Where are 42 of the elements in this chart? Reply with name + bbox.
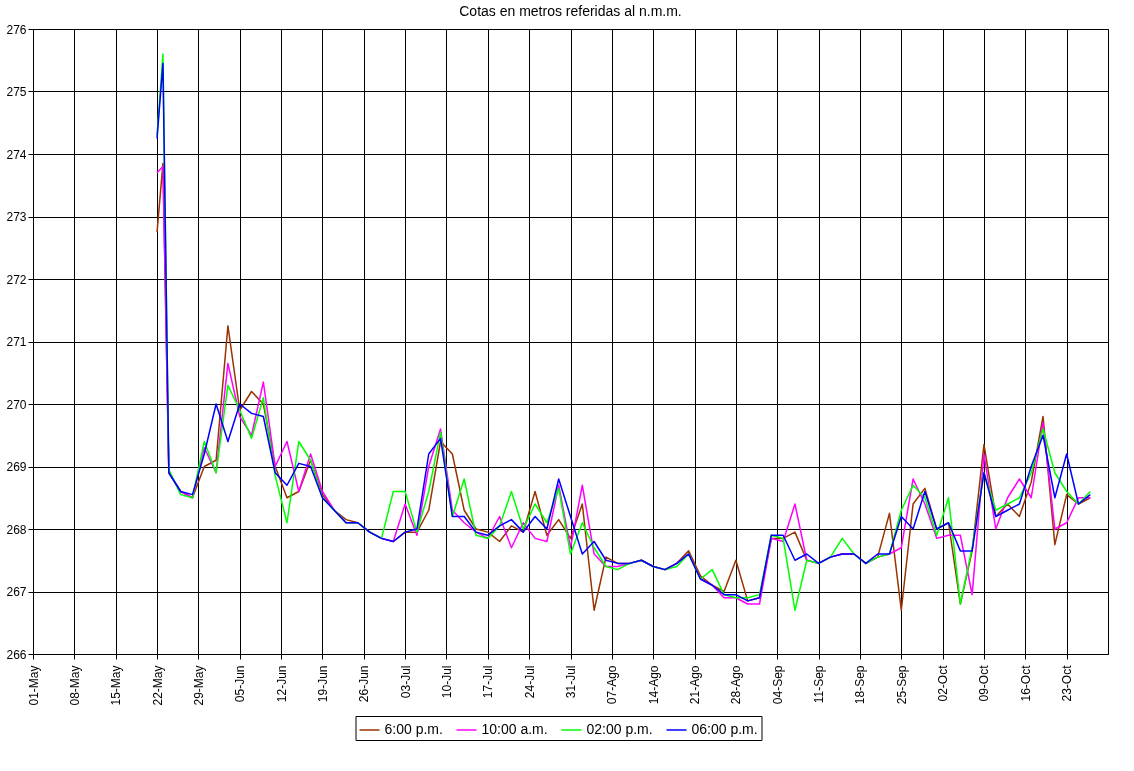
- legend-label: 10:00 a.m.: [481, 721, 548, 737]
- x-tick-label: 23-Oct: [1060, 664, 1075, 702]
- x-tick-label: 16-Oct: [1018, 664, 1033, 702]
- legend-label: 6:00 p.m.: [384, 721, 443, 737]
- chart-title: Cotas en metros referidas al n.m.m.: [459, 3, 682, 19]
- x-tick-label: 22-May: [150, 665, 165, 706]
- legend-label: 06:00 p.m.: [691, 721, 758, 737]
- y-tick-label: 271: [6, 335, 27, 349]
- x-tick-label: 08-May: [67, 665, 82, 706]
- y-tick-label: 275: [6, 85, 27, 99]
- x-tick-label: 11-Sep: [812, 665, 827, 704]
- x-tick-label: 28-Ago: [729, 665, 744, 705]
- x-tick-label: 10-Jul: [439, 665, 454, 699]
- y-tick-label: 267: [6, 585, 27, 599]
- x-tick-label: 25-Sep: [894, 665, 909, 705]
- x-tick-label: 29-May: [191, 665, 206, 706]
- x-tick-label: 17-Jul: [481, 665, 496, 699]
- x-tick-label: 18-Sep: [853, 665, 868, 705]
- x-tick-label: 02-Oct: [936, 664, 951, 702]
- x-tick-label: 07-Ago: [605, 665, 620, 705]
- y-tick-label: 276: [6, 22, 27, 37]
- x-tick-label: 05-Jun: [233, 665, 248, 703]
- legend-label: 02:00 p.m.: [586, 721, 653, 737]
- y-tick-label: 266: [6, 647, 27, 662]
- x-tick-label: 24-Jul: [522, 665, 537, 699]
- y-tick-label: 268: [6, 522, 27, 537]
- y-tick-label: 270: [6, 397, 27, 412]
- x-tick-label: 04-Sep: [770, 665, 785, 705]
- x-tick-label: 12-Jun: [274, 665, 289, 703]
- x-tick-label: 09-Oct: [977, 664, 992, 702]
- y-tick-label: 273: [6, 210, 27, 224]
- x-tick-label: 15-May: [109, 665, 124, 706]
- y-tick-label: 272: [6, 272, 27, 287]
- x-tick-label: 21-Ago: [688, 665, 703, 705]
- x-tick-label: 26-Jun: [357, 665, 372, 703]
- x-tick-label: 03-Jul: [398, 665, 413, 699]
- y-tick-label: 269: [6, 460, 27, 474]
- x-tick-label: 31-Jul: [564, 665, 578, 699]
- x-tick-label: 19-Jun: [315, 665, 330, 703]
- y-tick-label: 274: [6, 147, 27, 162]
- x-tick-label: 01-May: [26, 665, 41, 706]
- x-tick-label: 14-Ago: [646, 665, 661, 705]
